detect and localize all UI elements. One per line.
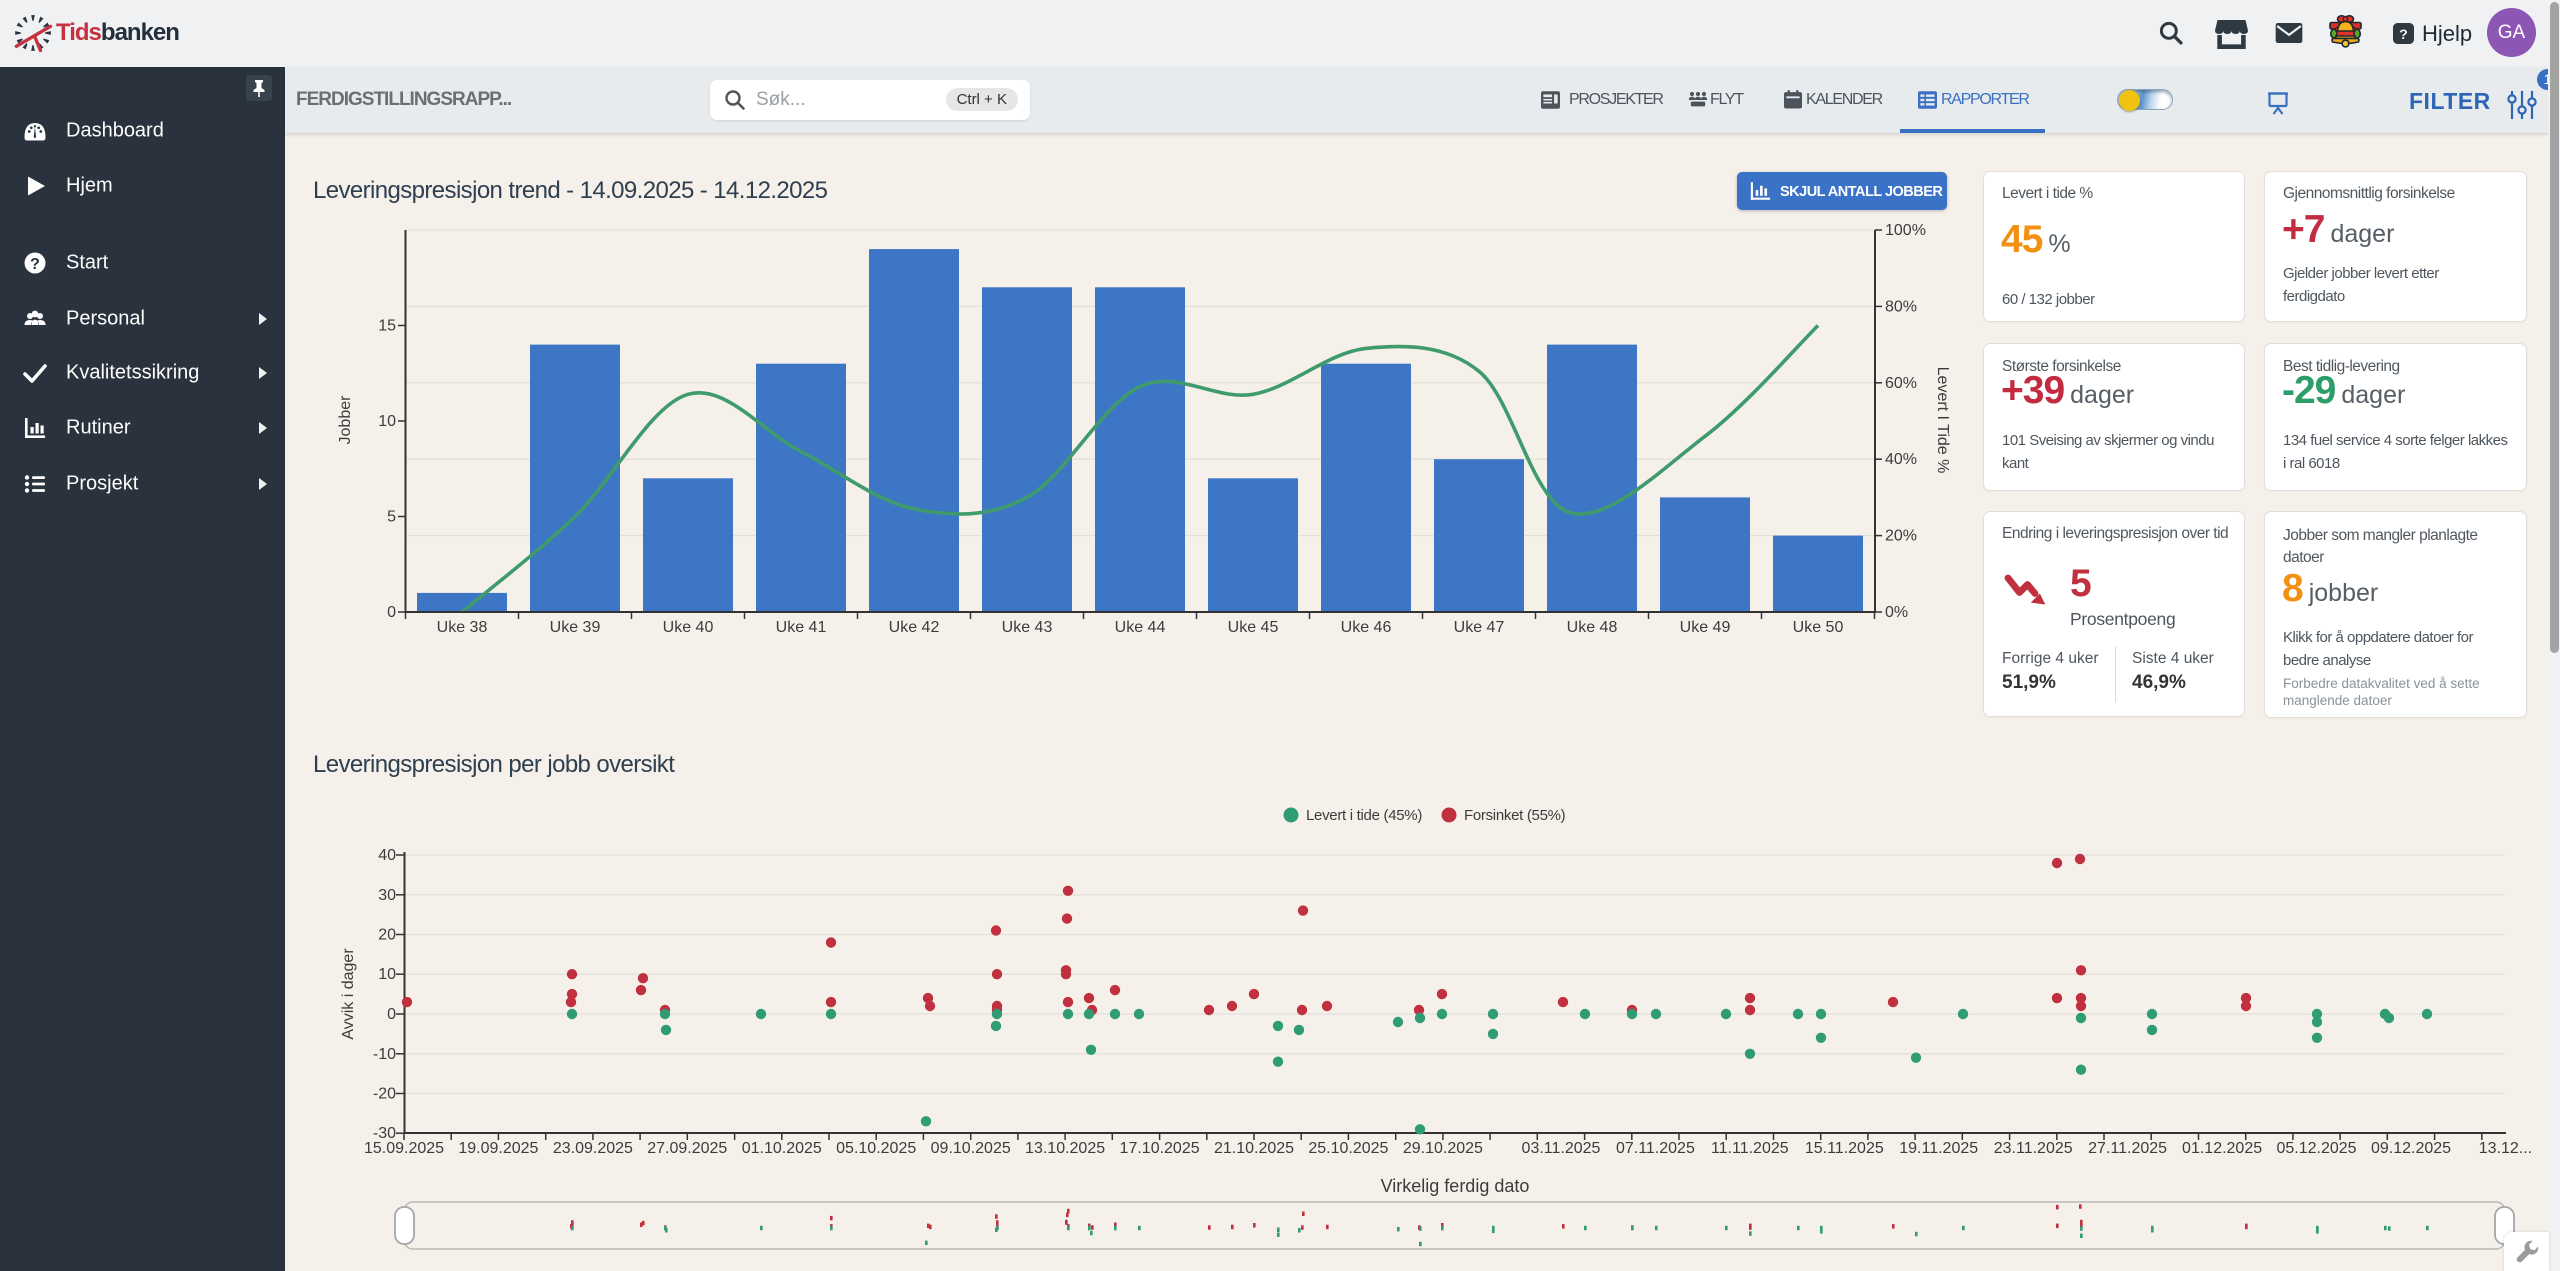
svg-text:?: ? — [30, 256, 40, 273]
svg-text:-30: -30 — [373, 1125, 396, 1142]
svg-text:60%: 60% — [1885, 375, 1917, 392]
svg-text:30: 30 — [378, 887, 396, 904]
svg-text:05.10.2025: 05.10.2025 — [836, 1140, 916, 1157]
svg-text:40%: 40% — [1885, 451, 1917, 468]
svg-text:Avvik i dager: Avvik i dager — [340, 948, 357, 1040]
svg-text:Levert i tide (45%): Levert i tide (45%) — [1306, 807, 1422, 824]
svg-text:15: 15 — [378, 318, 396, 335]
svg-text:15.11.2025: 15.11.2025 — [1805, 1140, 1884, 1157]
svg-text:Uke 41: Uke 41 — [776, 619, 827, 636]
svg-text:01.10.2025: 01.10.2025 — [742, 1140, 822, 1157]
svg-text:27.11.2025: 27.11.2025 — [2088, 1140, 2167, 1157]
svg-text:Uke 43: Uke 43 — [1002, 619, 1053, 636]
svg-text:19.11.2025: 19.11.2025 — [1899, 1140, 1978, 1157]
svg-text:0: 0 — [387, 1006, 396, 1023]
svg-text:11.11.2025: 11.11.2025 — [1711, 1140, 1789, 1157]
svg-text:Levert I Tide %: Levert I Tide % — [1934, 367, 1951, 474]
svg-text:Uke 48: Uke 48 — [1567, 619, 1618, 636]
svg-text:09.12.2025: 09.12.2025 — [2371, 1140, 2451, 1157]
svg-text:-20: -20 — [373, 1086, 396, 1103]
svg-text:21.10.2025: 21.10.2025 — [1214, 1140, 1294, 1157]
svg-text:23.09.2025: 23.09.2025 — [553, 1140, 633, 1157]
svg-text:Uke 39: Uke 39 — [550, 619, 601, 636]
svg-text:05.12.2025: 05.12.2025 — [2276, 1140, 2356, 1157]
svg-text:100%: 100% — [1885, 222, 1926, 239]
svg-text:20%: 20% — [1885, 528, 1917, 545]
svg-text:25.10.2025: 25.10.2025 — [1308, 1140, 1388, 1157]
svg-text:17.10.2025: 17.10.2025 — [1120, 1140, 1200, 1157]
svg-text:15.09.2025: 15.09.2025 — [364, 1140, 444, 1157]
svg-text:01.12.2025: 01.12.2025 — [2182, 1140, 2262, 1157]
svg-text:29.10.2025: 29.10.2025 — [1403, 1140, 1483, 1157]
svg-text:Uke 45: Uke 45 — [1228, 619, 1279, 636]
svg-text:13.12...: 13.12... — [2479, 1140, 2532, 1157]
svg-text:Uke 46: Uke 46 — [1341, 619, 1392, 636]
svg-text:Uke 44: Uke 44 — [1115, 619, 1166, 636]
svg-text:0%: 0% — [1885, 604, 1908, 621]
svg-text:07.11.2025: 07.11.2025 — [1616, 1140, 1695, 1157]
svg-text:Uke 38: Uke 38 — [437, 619, 488, 636]
svg-text:40: 40 — [378, 847, 396, 864]
svg-text:Virkelig ferdig dato: Virkelig ferdig dato — [1381, 1176, 1530, 1196]
svg-text:03.11.2025: 03.11.2025 — [1522, 1140, 1601, 1157]
svg-text:-10: -10 — [373, 1046, 396, 1063]
svg-text:Uke 49: Uke 49 — [1680, 619, 1731, 636]
svg-text:Forsinket (55%): Forsinket (55%) — [1464, 807, 1566, 824]
svg-text:Uke 42: Uke 42 — [889, 619, 940, 636]
svg-text:Uke 50: Uke 50 — [1793, 619, 1844, 636]
svg-text:13.10.2025: 13.10.2025 — [1025, 1140, 1105, 1157]
svg-text:Uke 40: Uke 40 — [663, 619, 714, 636]
svg-text:10: 10 — [378, 966, 396, 983]
svg-text:10: 10 — [378, 413, 396, 430]
svg-text:?: ? — [2399, 27, 2408, 43]
svg-text:5: 5 — [387, 509, 396, 526]
svg-text:20: 20 — [378, 927, 396, 944]
svg-text:23.11.2025: 23.11.2025 — [1994, 1140, 2073, 1157]
svg-text:80%: 80% — [1885, 298, 1917, 315]
svg-text:0: 0 — [387, 604, 396, 621]
svg-text:19.09.2025: 19.09.2025 — [458, 1140, 538, 1157]
svg-text:Jobber: Jobber — [337, 395, 354, 445]
svg-text:27.09.2025: 27.09.2025 — [647, 1140, 727, 1157]
svg-text:Uke 47: Uke 47 — [1454, 619, 1505, 636]
svg-text:09.10.2025: 09.10.2025 — [931, 1140, 1011, 1157]
